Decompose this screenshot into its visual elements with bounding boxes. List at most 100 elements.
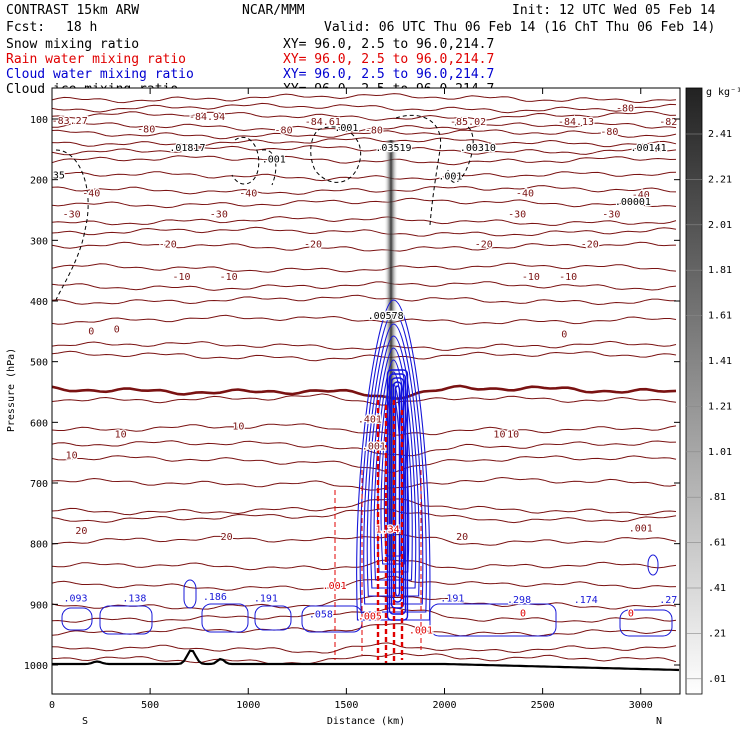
snow-contour-line [231, 137, 260, 185]
model-title: CONTRAST 15km ARW [6, 3, 139, 18]
contour-label: -84.94 [189, 112, 225, 123]
field-xy: XY= 96.0, 2.5 to 96.0,214.7 [283, 52, 494, 67]
contour-label: 10 [66, 451, 78, 462]
colorbar-label: .41 [708, 583, 726, 594]
contour-label: 10 [493, 430, 505, 441]
temp-contour-line [52, 171, 677, 182]
temp-contour-line [52, 155, 677, 166]
contour-label: -82 [659, 117, 677, 128]
snow-contours [55, 114, 474, 301]
contour-label: -40 [516, 189, 534, 200]
colorbar-label: 1.21 [708, 401, 732, 412]
contour-label: -40 [82, 189, 100, 200]
x-tick-label: 500 [141, 700, 159, 711]
contour-label: .001 [334, 123, 358, 134]
colorbar-label: 1.81 [708, 265, 732, 276]
contour-label: .01817 [169, 143, 205, 154]
contour-label: -80 [616, 104, 634, 115]
temp-contour-line [52, 623, 677, 637]
temp-contour-line [52, 262, 677, 273]
contour-label: 0 [88, 326, 94, 337]
fcst-label: Fcst: [6, 20, 45, 35]
contour-label: 20 [221, 532, 233, 543]
cloud-water-core [394, 385, 401, 597]
contour-label: -40 [632, 190, 650, 201]
field-name: Rain water mixing ratio [6, 52, 186, 67]
contour-label: 0 [561, 329, 567, 340]
x-tick-label: 1500 [334, 700, 358, 711]
contour-label: -10 [172, 272, 190, 283]
contour-label: .093 [64, 593, 88, 604]
field-name: Cloud water mixing ratio [6, 67, 194, 82]
contour-label: .27 [659, 595, 677, 606]
y-axis-title: Pressure (hPa) [6, 348, 17, 432]
cloud-water-contour [373, 359, 413, 581]
temp-contour-line [52, 350, 677, 362]
contour-label: -30 [602, 209, 620, 220]
contour-label: -20 [475, 240, 493, 251]
field-xy: XY= 96.0, 2.5 to 96.0,214.7 [283, 67, 494, 82]
temp-contour-line [52, 226, 677, 237]
contour-label: .138 [122, 593, 146, 604]
contour-label: .00310 [460, 143, 496, 154]
cloud-water-core [390, 377, 405, 609]
contour-label: -83.27 [52, 116, 88, 127]
contour-label: -80 [365, 126, 383, 137]
contour-label: -30 [63, 209, 81, 220]
contour-label: .001 [629, 524, 653, 535]
contour-label: 0 [520, 608, 526, 619]
contour-label: 20 [75, 526, 87, 537]
contour-labels: -83.27 -84.94 -84.61 -85.02 -84.13 -82 -80 -80 -… [52, 102, 679, 637]
colorbar-label: .81 [708, 492, 726, 503]
temp-contour-line [52, 93, 677, 104]
contour-label: 10 [507, 430, 519, 441]
cloud-water-contour [370, 347, 417, 589]
colorbar [685, 87, 703, 695]
contour-label: .001 [409, 625, 433, 636]
contour-label: -10 [522, 272, 540, 283]
y-tick-label: 800 [30, 540, 48, 551]
temp-contour-line [52, 642, 677, 654]
terrain-line [52, 649, 680, 672]
temp-contour-line [52, 498, 677, 516]
colorbar-labels: 2.41 2.21 2.01 1.81 1.61 1.41 1.21 1.01 .81 .61 .4… [686, 129, 732, 685]
fcst-value: 18 h [66, 20, 97, 35]
cloud-water-core [386, 369, 409, 621]
contour-label: -84.61 [305, 117, 341, 128]
y-tick-label: 200 [30, 176, 48, 187]
contour-label: .298 [507, 595, 531, 606]
temp-contour-line [52, 393, 677, 406]
x-tick-label: 2000 [432, 700, 456, 711]
y-tick-label: 700 [30, 479, 48, 490]
valid-time: Valid: 06 UTC Thu 06 Feb 14 (16 ChT Thu … [324, 20, 715, 35]
temp-contour-line [52, 129, 677, 140]
temp-contour-line [52, 185, 677, 195]
contour-label: .03519 [375, 143, 411, 154]
x-tick-label: 2500 [531, 700, 555, 711]
cloud-water-contour [429, 603, 557, 637]
cloud-water-contour [619, 609, 673, 637]
contour-label: .001 [362, 442, 386, 453]
x-tick-label: 3000 [629, 700, 653, 711]
contour-label: .191 [254, 593, 278, 604]
cloud-water-core [388, 373, 407, 615]
colorbar-label: 1.01 [708, 447, 732, 458]
temp-contour-line [52, 111, 677, 121]
contour-label: -84.13 [558, 117, 594, 128]
cloud-water-contour [61, 607, 93, 631]
cloud-water-contour [99, 605, 153, 635]
y-tick-label: 600 [30, 418, 48, 429]
contour-label: -20 [159, 240, 177, 251]
colorbar-label: 2.01 [708, 220, 732, 231]
temp-contour-line [52, 440, 677, 457]
temp-contour-line [52, 102, 677, 114]
temp-contour-line [52, 216, 677, 226]
cloud-water-contour [254, 605, 292, 631]
x-axis: 0 500 10 0 0 1500 2000 2500 3000 [49, 88, 653, 711]
contour-label: -20 [581, 240, 599, 251]
cloud-water-contour [201, 603, 249, 633]
snow-contour-line [261, 149, 277, 186]
temp-contour-line [52, 281, 677, 291]
temp-contour-line [52, 476, 677, 491]
